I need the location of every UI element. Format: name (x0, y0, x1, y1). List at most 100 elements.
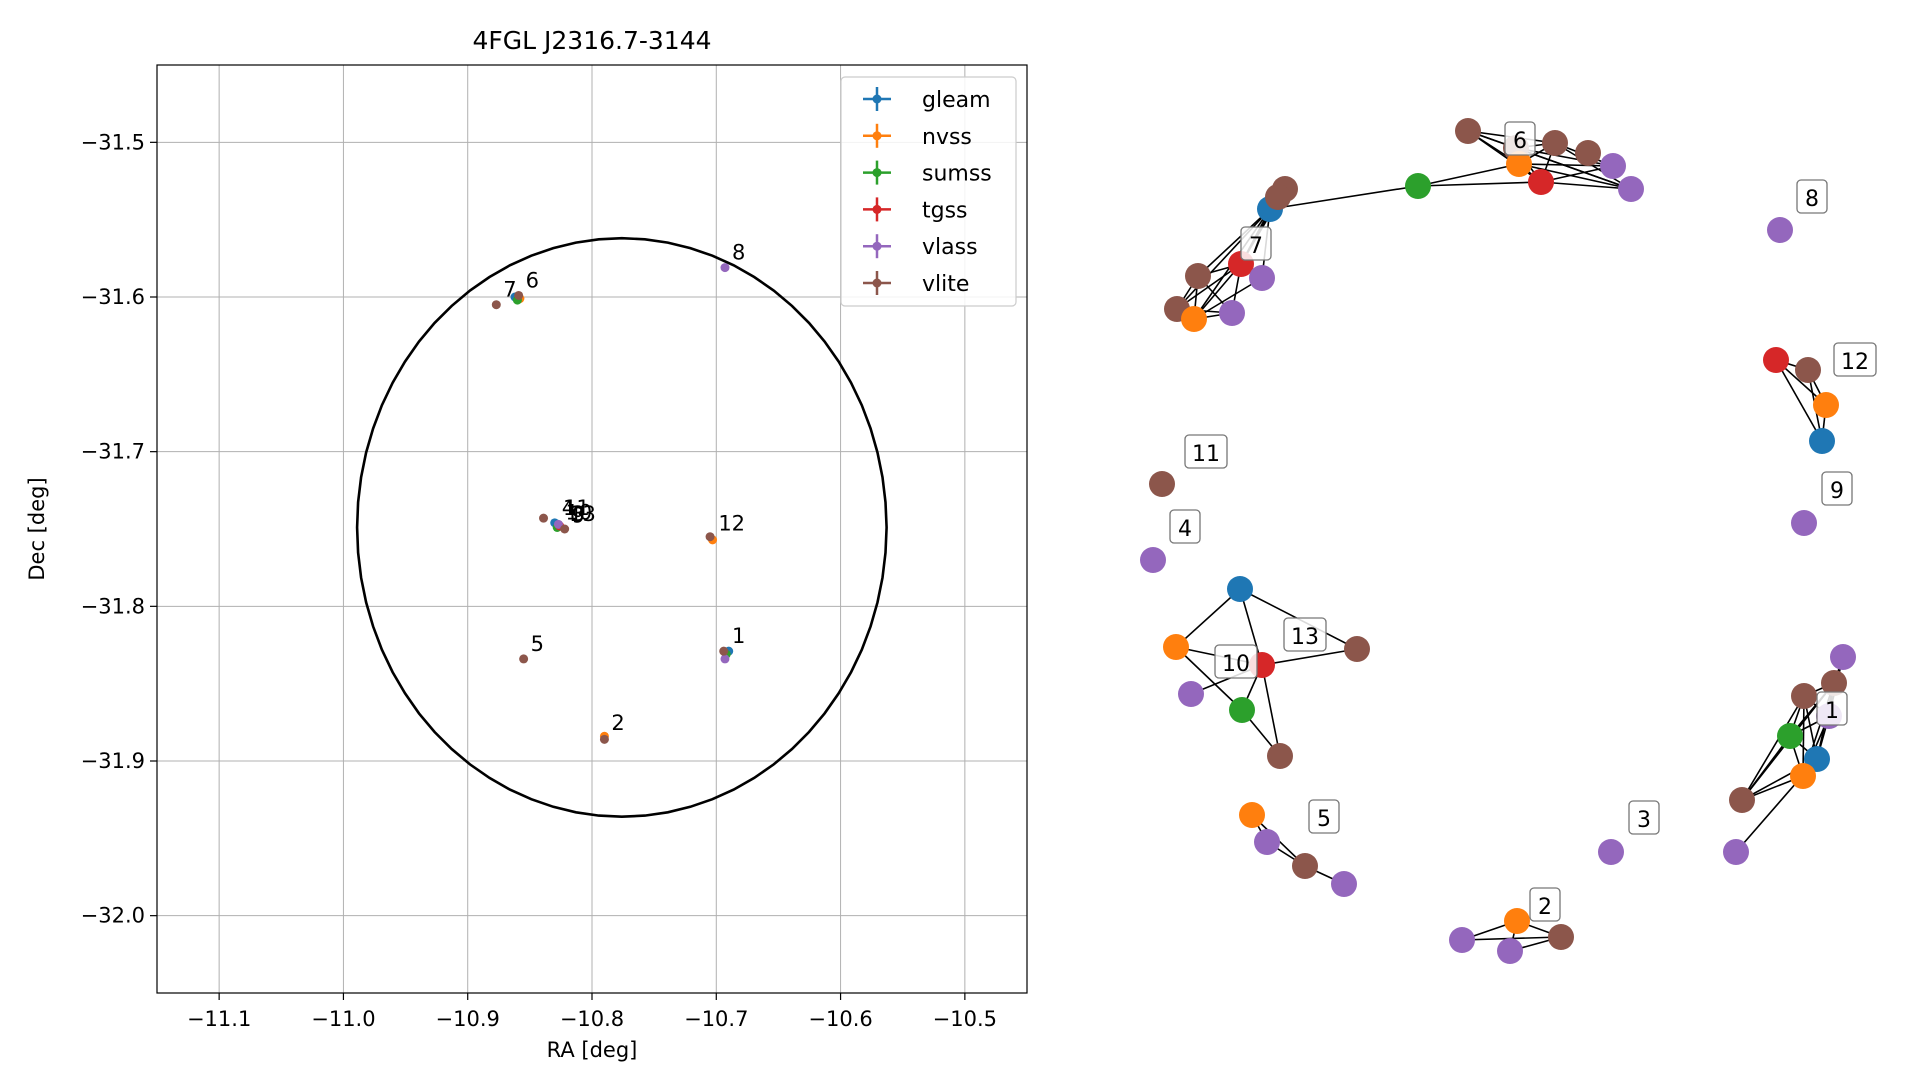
points-layer (491, 263, 734, 744)
source-label: 6 (526, 268, 539, 292)
network-edge (1175, 588, 1241, 648)
legend: gleam nvss sumss tgss vlass vlite (840, 76, 1017, 307)
network-label-box (1184, 434, 1228, 469)
network-label-box (1283, 617, 1327, 652)
legend-label-tgss: tgss (922, 198, 968, 223)
network-edge (1417, 163, 1520, 187)
network-node (1140, 547, 1166, 573)
legend-dot-vlite (872, 278, 882, 288)
network-node (1178, 681, 1204, 707)
network-node (1292, 853, 1318, 879)
source-label: 5 (531, 632, 544, 656)
network-label-box (1628, 800, 1660, 835)
network-label-box (1821, 471, 1853, 506)
network-node (1830, 644, 1856, 670)
point-vlite (705, 532, 715, 542)
network-edge (1741, 735, 1791, 801)
error-ellipse (355, 236, 888, 819)
source-label: 2 (611, 711, 624, 735)
y-tick-label: −31.8 (81, 594, 145, 618)
legend-label-sumss: sumss (922, 162, 992, 187)
network-panel: 6 7 8 12 11 9 4 13 10 1 5 3 2 (1140, 118, 1877, 964)
network-node-label: 9 (1830, 479, 1844, 504)
x-tick-label: −11.0 (311, 1007, 375, 1031)
x-axis-label: RA [deg] (547, 1038, 638, 1062)
network-node (1600, 153, 1626, 179)
chart-title: 4FGL J2316.7-3144 (472, 26, 711, 55)
point-vlite (719, 646, 729, 656)
network-node-label: 13 (1291, 625, 1319, 650)
network-node (1185, 263, 1211, 289)
network-node-label: 8 (1805, 187, 1819, 212)
network-node (1267, 743, 1293, 769)
network-label-box (1214, 644, 1258, 679)
source-label: 12 (718, 511, 745, 535)
network-label-box (1796, 179, 1828, 214)
source-label: 11 (563, 496, 590, 520)
legend-dot-tgss (872, 204, 882, 214)
network-node (1791, 510, 1817, 536)
y-axis-ticks: −31.5 −31.6 −31.7 −31.8 −31.9 −32.0 (81, 130, 157, 928)
network-edge (1775, 359, 1823, 442)
x-tick-label: −10.5 (933, 1007, 997, 1031)
source-label: 7 (503, 278, 516, 302)
network-edge (1554, 142, 1632, 190)
y-tick-label: −32.0 (81, 904, 145, 928)
network-node (1813, 392, 1839, 418)
network-node-label: 10 (1222, 652, 1250, 677)
network-node (1449, 927, 1475, 953)
network-node-label: 1 (1825, 699, 1839, 724)
point-vlite (560, 524, 570, 534)
network-node (1809, 428, 1835, 454)
y-tick-label: −31.6 (81, 285, 145, 309)
network-label-box (1240, 226, 1272, 261)
network-edge (1518, 163, 1632, 190)
point-vlite (539, 513, 549, 523)
source-label: 9 (572, 504, 585, 528)
legend-dot-nvss (872, 131, 882, 141)
network-node (1249, 265, 1275, 291)
x-tick-label: −10.9 (436, 1007, 500, 1031)
network-node (1598, 839, 1624, 865)
network-node (1239, 802, 1265, 828)
network-node (1723, 839, 1749, 865)
y-tick-label: −31.7 (81, 440, 145, 464)
network-node (1763, 347, 1789, 373)
source-label: 3 (572, 502, 585, 526)
network-edge (1261, 648, 1358, 666)
source-label: 4 (562, 496, 575, 520)
network-edge (1269, 185, 1419, 210)
network-node-label: 12 (1841, 350, 1869, 375)
point-vlass (720, 263, 730, 273)
network-node (1344, 636, 1370, 662)
y-axis-label: Dec [deg] (25, 477, 49, 580)
network-node (1506, 151, 1532, 177)
network-node (1575, 140, 1601, 166)
point-vlass (720, 654, 730, 664)
network-node (1504, 908, 1530, 934)
network-node-labels: 6 7 8 12 11 9 4 13 10 1 5 3 2 (1169, 121, 1877, 922)
x-tick-label: −10.6 (808, 1007, 872, 1031)
network-edge (1518, 163, 1614, 167)
point-vlite (599, 734, 609, 744)
network-node (1548, 924, 1574, 950)
network-edge (1193, 277, 1263, 320)
network-edge (1540, 181, 1632, 190)
network-label-box (1504, 121, 1536, 156)
x-tick-label: −10.8 (560, 1007, 624, 1031)
network-label-box (1308, 799, 1340, 834)
network-edge (1802, 695, 1805, 777)
network-node-label: 2 (1538, 895, 1552, 920)
network-node (1331, 871, 1357, 897)
network-node-label: 3 (1637, 808, 1651, 833)
legend-label-nvss: nvss (922, 125, 972, 150)
source-label: 10 (565, 500, 592, 524)
network-node (1219, 300, 1245, 326)
network-node (1528, 169, 1554, 195)
network-edge (1261, 664, 1281, 757)
network-edge (1175, 646, 1243, 711)
network-node-label: 7 (1249, 234, 1263, 259)
network-node (1777, 723, 1803, 749)
